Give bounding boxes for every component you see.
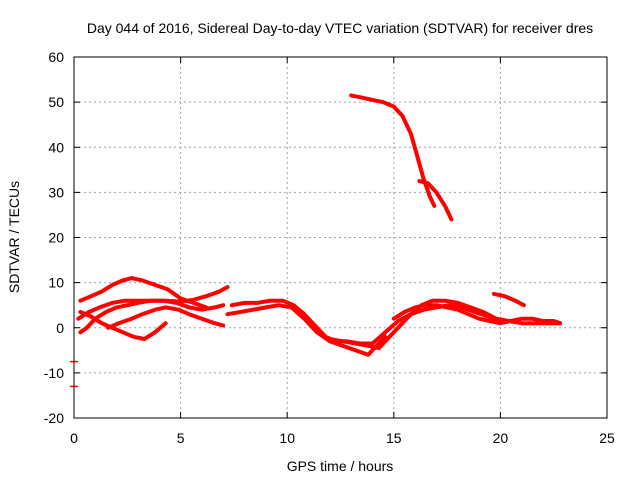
series-line-arc-6 [225, 303, 388, 357]
y-tick-label: 10 [48, 275, 64, 291]
y-tick-label: 20 [48, 230, 64, 246]
x-tick-label: 15 [386, 430, 402, 446]
grid-lines [74, 57, 607, 418]
series-line-arc-12 [417, 179, 454, 222]
data-series [70, 93, 563, 388]
axis-ticks: 0 5 10 15 20 25 -20 -10 0 10 20 30 40 50 60 [44, 49, 615, 446]
y-tick-label: 60 [48, 49, 64, 65]
series-line-arc-5 [106, 305, 226, 330]
series-line-arc-8 [327, 298, 563, 351]
series-line-arc-11 [349, 93, 437, 208]
y-tick-label: 50 [48, 94, 64, 110]
x-tick-label: 0 [70, 430, 78, 446]
y-axis-label: SDTVAR / TECUs [6, 181, 22, 293]
y-tick-label: -20 [44, 410, 64, 426]
series-line-arc-10 [492, 291, 526, 308]
chart-title: Day 044 of 2016, Sidereal Day-to-day VTE… [87, 20, 593, 36]
x-tick-label: 5 [177, 430, 185, 446]
x-tick-label: 10 [279, 430, 295, 446]
y-tick-label: 0 [56, 320, 64, 336]
series-line-arc-3 [78, 298, 226, 335]
x-tick-label: 20 [493, 430, 509, 446]
y-tick-label: -10 [44, 365, 64, 381]
series-line-arc-1 [78, 276, 209, 310]
x-axis-label: GPS time / hours [287, 458, 394, 474]
x-tick-label: 25 [599, 430, 615, 446]
y-tick-label: 30 [48, 184, 64, 200]
series-line-arc-4 [78, 310, 168, 341]
y-tick-label: 40 [48, 139, 64, 155]
series-line-arc-9 [391, 303, 563, 326]
